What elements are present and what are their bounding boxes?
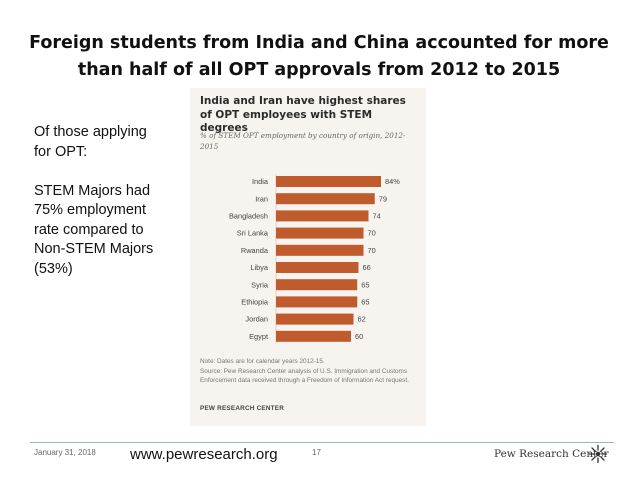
chart-note-source: Source: Pew Research Center analysis of …	[200, 367, 409, 385]
value-label-egypt: 60	[355, 332, 363, 341]
chart-note-dates: Note: Dates are for calendar years 2012-…	[200, 358, 325, 365]
value-label-rwanda: 70	[368, 246, 376, 255]
value-label-sri-lanka: 70	[368, 229, 376, 238]
slide-title: Foreign students from India and China ac…	[29, 33, 609, 80]
category-label-egypt: Egypt	[249, 332, 268, 341]
bar-iran	[276, 193, 375, 205]
value-label-iran: 79	[379, 194, 387, 203]
category-label-jordan: Jordan	[245, 315, 268, 324]
chart-subtitle: % of STEM OPT employment by country of o…	[200, 131, 406, 151]
value-label-india: 84%	[385, 177, 400, 186]
category-label-iran: Iran	[255, 194, 268, 203]
category-label-sri-lanka: Sri Lanka	[237, 229, 269, 238]
value-label-libya: 66	[363, 263, 371, 272]
bar-jordan	[276, 313, 354, 325]
value-label-bangladesh: 74	[373, 212, 381, 221]
value-label-jordan: 62	[358, 315, 366, 324]
chart-title: India and Iran have highest shares of OP…	[200, 95, 406, 134]
side-text-stem-stat: STEM Majors had 75% employment rate comp…	[34, 182, 154, 277]
bar-rwanda	[276, 244, 364, 256]
category-label-ethiopia: Ethiopia	[241, 298, 269, 307]
page-number: 17	[312, 448, 321, 457]
bar-egypt	[276, 330, 351, 342]
chart-note: Note: Dates are for calendar years 2012-…	[200, 357, 418, 386]
category-label-bangladesh: Bangladesh	[229, 212, 268, 221]
bar-chart: India 84% Iran 79 Bangladesh 74 Sri Lanka 70 Rwa…	[229, 174, 400, 344]
bar-syria	[276, 279, 358, 291]
bar-sri-lanka	[276, 227, 364, 239]
bar-ethiopia	[276, 296, 358, 308]
value-label-ethiopia: 65	[361, 298, 369, 307]
category-label-rwanda: Rwanda	[241, 246, 269, 255]
footer-brand: Pew Research Center	[494, 448, 609, 460]
chart-panel	[190, 88, 426, 426]
chart-brand: PEW RESEARCH CENTER	[200, 405, 285, 412]
bar-bangladesh	[276, 210, 369, 222]
category-label-india: India	[252, 177, 269, 186]
side-text-intro: Of those applying for OPT:	[34, 124, 147, 160]
footer-url[interactable]: www.pewresearch.org	[130, 446, 278, 463]
bar-india	[276, 176, 381, 187]
bar-libya	[276, 262, 359, 273]
footer-divider	[30, 442, 614, 443]
category-label-syria: Syria	[251, 280, 269, 289]
pew-logo-icon	[588, 444, 608, 464]
category-label-libya: Libya	[250, 263, 269, 272]
side-text: Of those applying for OPT: STEM Majors h…	[34, 123, 164, 279]
value-label-syria: 65	[361, 280, 369, 289]
footer-date: January 31, 2018	[34, 448, 96, 457]
